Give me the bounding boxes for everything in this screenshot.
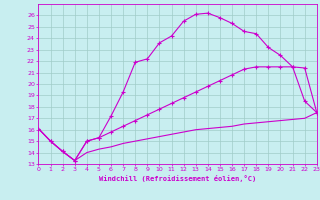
- X-axis label: Windchill (Refroidissement éolien,°C): Windchill (Refroidissement éolien,°C): [99, 175, 256, 182]
